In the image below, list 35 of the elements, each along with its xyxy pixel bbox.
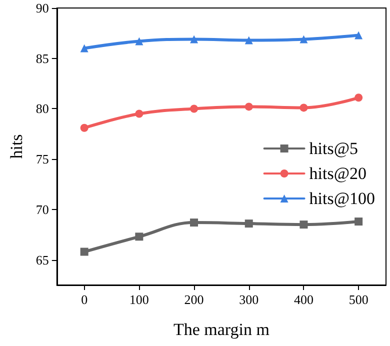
point xyxy=(80,44,88,52)
legend-label: hits@20 xyxy=(309,164,366,183)
point xyxy=(135,232,144,241)
point xyxy=(300,104,308,112)
x-tick-label: 0 xyxy=(81,292,88,307)
point xyxy=(244,102,253,111)
x-tick-label: 100 xyxy=(129,292,149,307)
point xyxy=(135,37,144,46)
y-tick-label: 80 xyxy=(36,101,49,116)
point xyxy=(190,35,198,44)
y-axis-title: hits xyxy=(7,134,26,159)
x-tick-label: 500 xyxy=(348,292,368,307)
x-tick-label: 400 xyxy=(294,292,314,307)
y-tick-label: 85 xyxy=(36,50,49,66)
y-tick-label: 65 xyxy=(36,252,49,268)
point xyxy=(300,220,308,229)
x-tick-label: 300 xyxy=(239,292,259,307)
point xyxy=(354,31,363,40)
y-tick-label: 70 xyxy=(36,202,49,217)
legend-label: hits@5 xyxy=(309,139,358,158)
point xyxy=(190,104,198,113)
point xyxy=(244,220,253,228)
legend-label: hits@100 xyxy=(309,189,375,208)
y-tick-label: 90 xyxy=(36,0,49,16)
point xyxy=(135,110,144,118)
point xyxy=(354,94,363,102)
point xyxy=(80,124,88,132)
point xyxy=(244,36,253,44)
y-tick-label: 75 xyxy=(36,152,49,167)
point xyxy=(80,248,88,256)
point xyxy=(300,35,308,44)
point xyxy=(354,218,363,226)
point xyxy=(190,218,198,227)
x-axis-title: The margin m xyxy=(173,320,270,339)
x-tick-label: 200 xyxy=(184,292,204,307)
